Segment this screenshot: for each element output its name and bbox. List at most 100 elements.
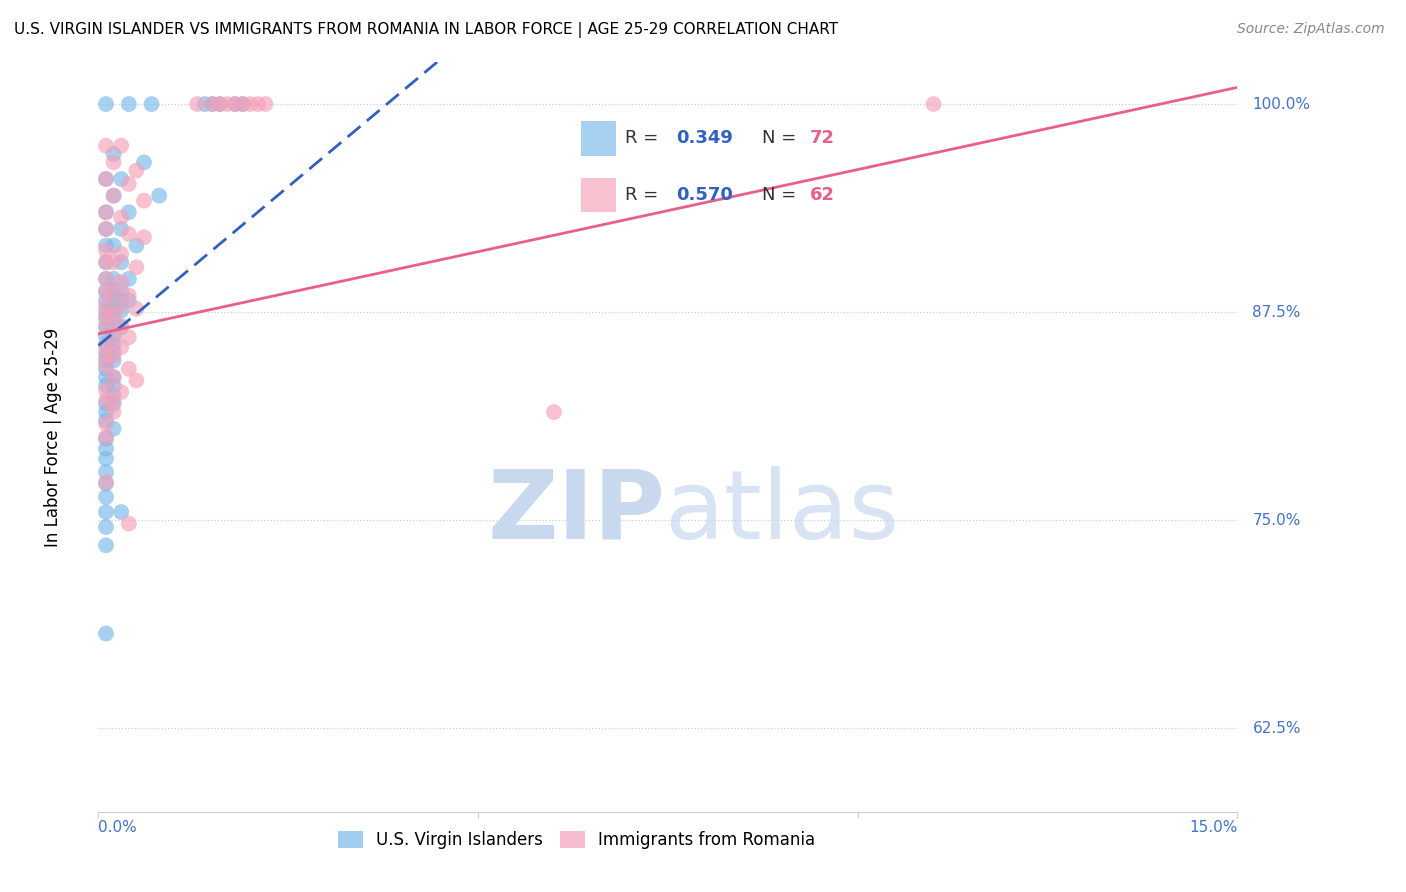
Point [239, 97, 262, 112]
Point [103, 328, 125, 343]
Point [224, 97, 246, 112]
Point [110, 320, 132, 334]
Point [125, 260, 148, 275]
Text: ZIP: ZIP [488, 466, 665, 558]
Point [110, 138, 132, 153]
Point [94, 255, 117, 269]
Point [103, 370, 125, 384]
Point [94, 370, 117, 384]
Point [118, 272, 141, 286]
Point [148, 188, 170, 202]
Point [110, 340, 132, 354]
Point [118, 516, 141, 531]
Point [94, 538, 117, 552]
Point [94, 299, 117, 313]
Point [103, 422, 125, 436]
Point [110, 255, 132, 269]
Point [103, 345, 125, 359]
Point [103, 328, 125, 343]
Point [103, 147, 125, 161]
Point [94, 222, 117, 236]
Point [103, 395, 125, 409]
Point [118, 177, 141, 191]
Text: Source: ZipAtlas.com: Source: ZipAtlas.com [1237, 22, 1385, 37]
Text: 100.0%: 100.0% [1253, 96, 1310, 112]
Point [94, 505, 117, 519]
Point [103, 272, 125, 286]
Point [94, 138, 117, 153]
Point [118, 288, 141, 302]
Point [94, 272, 117, 286]
Text: 15.0%: 15.0% [1189, 820, 1237, 835]
Point [103, 309, 125, 323]
Point [94, 172, 117, 186]
Point [94, 244, 117, 258]
Point [94, 397, 117, 411]
Point [94, 97, 117, 112]
Point [118, 293, 141, 308]
Point [103, 349, 125, 363]
Point [94, 353, 117, 368]
Point [94, 384, 117, 398]
Point [118, 205, 141, 219]
Text: atlas: atlas [664, 466, 900, 558]
Point [94, 413, 117, 427]
Point [94, 475, 117, 489]
Point [94, 172, 117, 186]
Point [103, 188, 125, 202]
Point [125, 374, 148, 388]
Point [103, 303, 125, 318]
Point [110, 318, 132, 333]
Point [110, 293, 132, 308]
Point [103, 293, 125, 308]
Point [110, 211, 132, 225]
Point [94, 361, 117, 376]
Point [94, 293, 117, 308]
Point [118, 330, 141, 344]
Point [94, 222, 117, 236]
Point [201, 97, 224, 112]
Point [103, 336, 125, 351]
Point [94, 442, 117, 456]
Point [94, 626, 117, 640]
Point [110, 299, 132, 313]
Point [103, 285, 125, 300]
Point [94, 272, 117, 286]
Point [94, 205, 117, 219]
Point [94, 238, 117, 252]
Point [208, 97, 231, 112]
Point [922, 97, 945, 112]
Point [103, 320, 125, 334]
Point [217, 97, 239, 112]
Point [132, 230, 155, 244]
Point [125, 238, 148, 252]
Point [94, 520, 117, 534]
Point [246, 97, 269, 112]
Point [94, 451, 117, 466]
Point [110, 505, 132, 519]
Point [543, 405, 565, 419]
Point [94, 284, 117, 298]
Point [94, 303, 117, 318]
Point [94, 476, 117, 491]
Point [94, 432, 117, 446]
Point [110, 172, 132, 186]
Point [186, 97, 208, 112]
Point [125, 163, 148, 178]
Point [110, 303, 132, 318]
Point [103, 378, 125, 392]
Point [94, 311, 117, 326]
Point [103, 238, 125, 252]
Point [118, 97, 141, 112]
Text: 87.5%: 87.5% [1253, 305, 1301, 319]
Point [94, 349, 117, 363]
Point [94, 318, 117, 333]
Text: U.S. VIRGIN ISLANDER VS IMMIGRANTS FROM ROMANIA IN LABOR FORCE | AGE 25-29 CORRE: U.S. VIRGIN ISLANDER VS IMMIGRANTS FROM … [14, 22, 838, 38]
Point [94, 328, 117, 343]
Point [103, 284, 125, 298]
Point [94, 285, 117, 300]
Text: 62.5%: 62.5% [1253, 721, 1301, 736]
Point [208, 97, 231, 112]
Point [232, 97, 254, 112]
Point [118, 227, 141, 241]
